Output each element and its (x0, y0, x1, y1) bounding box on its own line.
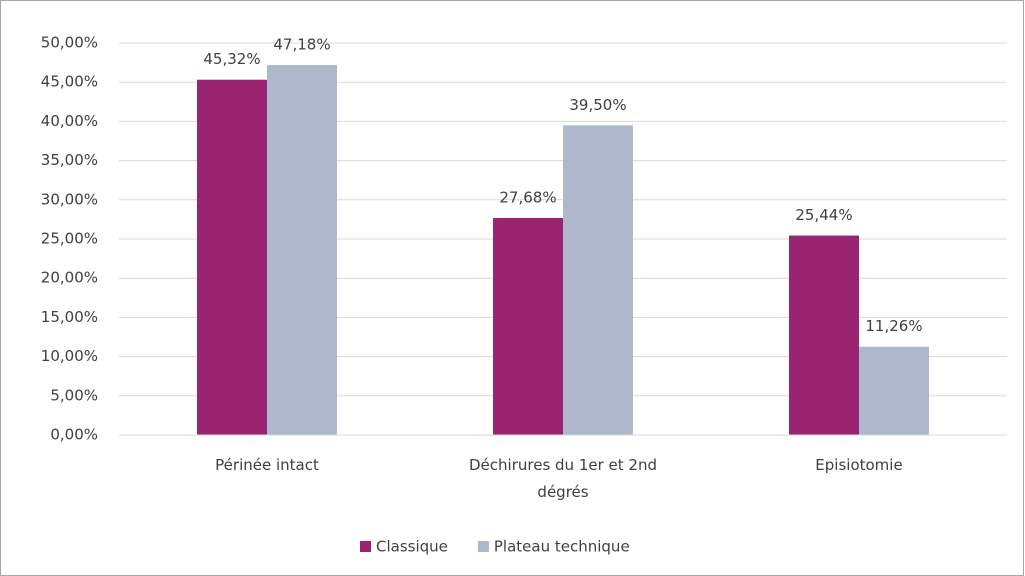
y-tick-label: 15,00% (41, 308, 98, 326)
legend-label: Classique (376, 538, 448, 556)
y-tick-label: 35,00% (41, 151, 98, 169)
y-tick-label: 0,00% (50, 426, 98, 444)
bar (859, 346, 929, 435)
y-tick-label: 10,00% (41, 347, 98, 365)
y-tick-label: 50,00% (41, 34, 98, 52)
legend-swatch (477, 541, 489, 552)
data-label: 11,26% (865, 317, 922, 335)
data-label: 27,68% (499, 188, 556, 206)
y-tick-label: 45,00% (41, 73, 98, 91)
bar (197, 79, 267, 436)
y-tick-label: 30,00% (41, 190, 98, 208)
y-tick-label: 5,00% (50, 386, 98, 404)
legend-swatch (360, 541, 371, 552)
x-tick-label: Episiotomie (815, 456, 903, 474)
data-label: 25,44% (795, 206, 852, 224)
x-tick-label: Déchirures du 1er et 2nd dégrés (469, 456, 657, 501)
data-label: 45,32% (203, 50, 260, 68)
bar (493, 217, 563, 435)
bar (267, 65, 337, 436)
bar (789, 235, 859, 435)
y-tick-label: 20,00% (41, 269, 98, 287)
y-tick-label: 25,00% (41, 230, 98, 248)
x-tick-label: Périnée intact (215, 456, 319, 474)
y-tick-label: 40,00% (41, 112, 98, 130)
data-label: 39,50% (569, 96, 626, 114)
data-label: 47,18% (273, 36, 330, 54)
bar (563, 125, 633, 435)
legend-label: Plateau technique (494, 538, 630, 556)
